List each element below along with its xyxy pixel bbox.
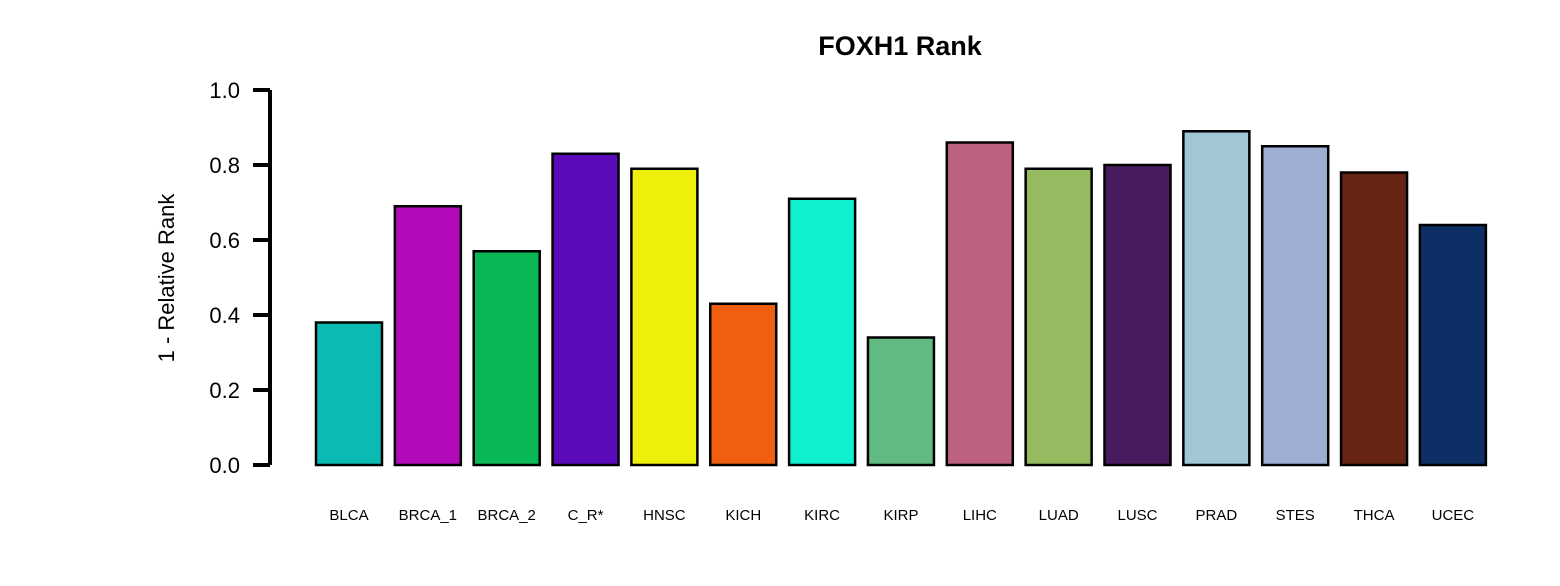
- bar-brca_2: [472, 250, 541, 467]
- x-tick-label: THCA: [1354, 507, 1395, 524]
- x-tick-label: BRCA_2: [478, 507, 536, 524]
- bar-thca: [1339, 171, 1409, 467]
- bar-brca_1: [393, 205, 463, 467]
- x-tick-label: UCEC: [1432, 507, 1475, 524]
- x-tick-label: C_R*: [568, 507, 604, 524]
- bars-group: [314, 130, 1488, 467]
- bar-hnsc: [630, 167, 699, 467]
- y-tick-label: 1.0: [209, 78, 240, 103]
- bar-luad: [1024, 167, 1093, 467]
- chart-title: FOXH1 Rank: [818, 31, 983, 61]
- x-tick-label: BLCA: [329, 507, 368, 524]
- bar-c_r*: [551, 152, 620, 467]
- x-tick-label: KIRP: [883, 507, 918, 524]
- x-tick-label: PRAD: [1196, 507, 1238, 524]
- bar-lusc: [1103, 163, 1172, 467]
- y-tick-label: 0.2: [209, 378, 240, 403]
- x-tick-label: HNSC: [643, 507, 686, 524]
- x-tick-label: BRCA_1: [399, 507, 457, 524]
- bar-kirp: [866, 336, 936, 467]
- y-tick-label: 0.4: [209, 303, 240, 328]
- bar-kirc: [787, 197, 857, 467]
- x-tick-labels: BLCA BRCA_1 BRCA_2 C_R* HNSC KICH KIRC KIRP LIHC…: [329, 507, 1474, 524]
- x-tick-label: KICH: [725, 507, 761, 524]
- x-tick-label: STES: [1276, 507, 1315, 524]
- x-tick-label: LIHC: [963, 507, 997, 524]
- bar-ucec: [1418, 223, 1488, 467]
- y-axis-label: 1 - Relative Rank: [154, 193, 179, 363]
- x-tick-label: LUAD: [1039, 507, 1079, 524]
- bar-prad: [1182, 130, 1251, 467]
- bar-kich: [709, 302, 778, 467]
- y-tick-label: 0.0: [209, 453, 240, 478]
- y-tick-label: 0.8: [209, 153, 240, 178]
- x-tick-label: KIRC: [804, 507, 840, 524]
- bar-lihc: [945, 141, 1015, 467]
- y-tick-label: 0.6: [209, 228, 240, 253]
- bar-stes: [1260, 145, 1330, 467]
- y-axis: 0.0 0.2 0.4 0.6 0.8 1.0: [209, 78, 272, 478]
- x-tick-label: LUSC: [1117, 507, 1157, 524]
- bar-blca: [314, 321, 384, 467]
